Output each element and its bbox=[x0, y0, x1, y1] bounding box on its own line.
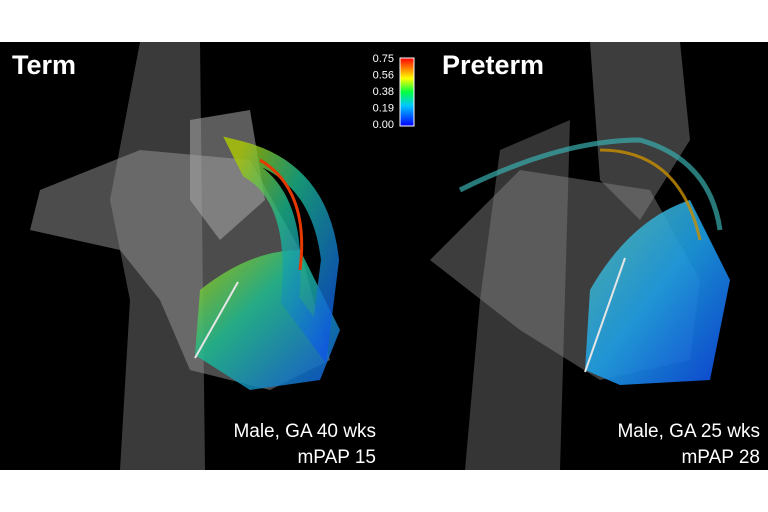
colorbar bbox=[399, 57, 415, 127]
colorbar-tick-label: 0.19 bbox=[373, 102, 394, 114]
term-render bbox=[30, 42, 340, 470]
panel-title: Preterm bbox=[442, 50, 544, 80]
colorbar-tick-label: 0.75 bbox=[373, 53, 394, 65]
caption: Male, GA 40 wks bbox=[233, 421, 376, 442]
preterm-render bbox=[430, 42, 730, 470]
colorbar-tick-label: 0.00 bbox=[373, 119, 394, 131]
panel-title: Term bbox=[12, 50, 76, 80]
colorbar-tick-label: 0.38 bbox=[373, 86, 394, 98]
caption: mPAP 15 bbox=[297, 447, 376, 468]
colorbar-tick-label: 0.56 bbox=[373, 69, 394, 81]
caption: Male, GA 25 wks bbox=[617, 421, 760, 442]
caption: mPAP 28 bbox=[681, 447, 760, 468]
